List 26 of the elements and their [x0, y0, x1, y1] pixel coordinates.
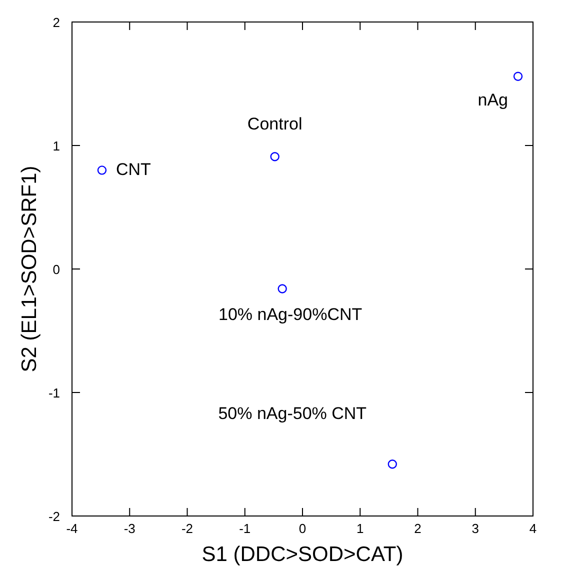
x-tick-label: 3 [472, 521, 479, 536]
y-tick-label: 2 [52, 15, 60, 30]
x-tick-label: 2 [414, 521, 422, 536]
y-tick-label: -2 [48, 509, 60, 524]
x-tick-label: 0 [298, 521, 306, 536]
point [513, 72, 523, 81]
x-tick-label: 4 [529, 521, 537, 536]
y-tick-label: 1 [52, 138, 60, 154]
y-tick-label: -1 [48, 386, 60, 400]
x-tick-label: -1 [239, 521, 251, 536]
point [270, 152, 280, 162]
y-axis-title: S2 (EL1>SOD>SRF1) [18, 166, 41, 372]
annotation: CNT [116, 160, 151, 180]
x-tick-label: 1 [356, 521, 364, 536]
point [388, 460, 397, 469]
x-tick-label: -4 [66, 521, 78, 536]
x-axis-title: S1 (DDC>SOD>CAT) [202, 543, 404, 566]
annotation: 50% nAg-50% CNT [218, 404, 367, 424]
annotation: 10% nAg-90%CNT [218, 304, 362, 324]
x-tick-label: -3 [124, 521, 136, 536]
point [278, 284, 287, 294]
x-tick-label: -2 [181, 521, 194, 536]
y-tick-label: 0 [52, 262, 60, 277]
annotation: nAg [478, 90, 508, 110]
annotation: Control [247, 114, 302, 134]
point [97, 166, 107, 175]
